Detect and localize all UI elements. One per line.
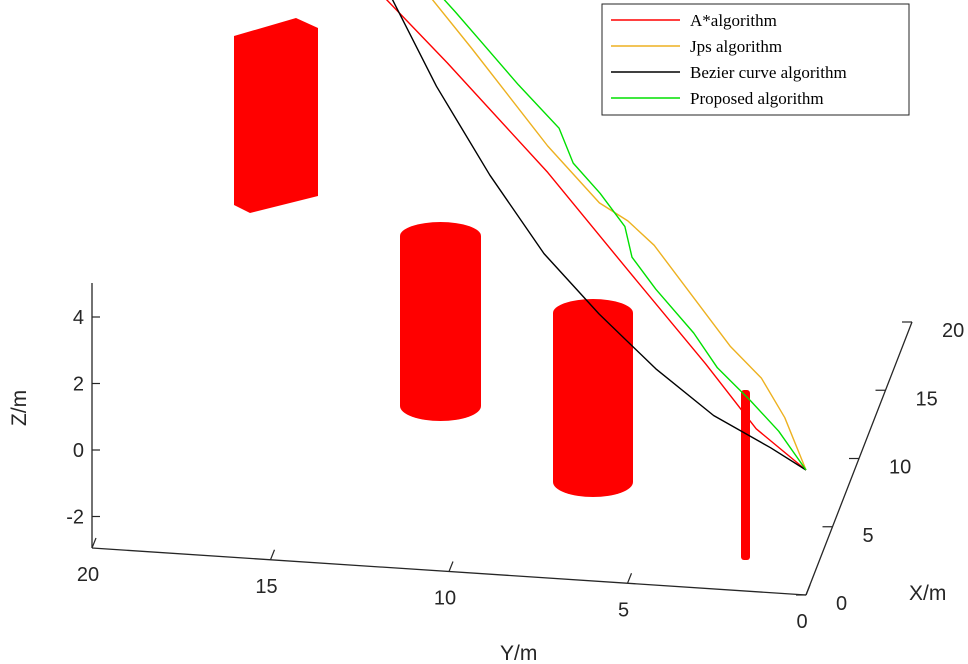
legend-box (601, 3, 910, 116)
legend: A*algorithm Jps algorithm Bezier curve alg… (601, 3, 910, 116)
axes (91, 283, 913, 596)
x-tick-label: 0 (836, 593, 847, 615)
obstacles (234, 18, 750, 560)
obstacle-box (234, 18, 318, 213)
y-tick-label: 15 (255, 576, 277, 598)
y-tick-mark (91, 537, 97, 549)
x-tick-label: 20 (942, 320, 964, 342)
series-line-3 (391, 0, 807, 471)
series-lines (385, 0, 807, 471)
legend-label-4: Proposed algorithm (690, 89, 824, 108)
legend-label-2: Jps algorithm (690, 37, 782, 56)
z-tick-label: 0 (73, 440, 84, 462)
y-tick-label: 5 (618, 599, 629, 621)
x-ticks: 0 5 10 15 20 (796, 320, 964, 615)
x-tick-label: 15 (916, 388, 938, 410)
z-axis-label: Z/m (8, 390, 31, 426)
legend-label-1: A*algorithm (690, 11, 777, 30)
series-line-4 (443, 0, 807, 471)
series-line-1 (385, 0, 807, 471)
x-tick-label: 10 (889, 457, 911, 479)
y-tick-label: 20 (77, 564, 99, 586)
y-tick-mark (805, 584, 811, 596)
obstacle-cylinder-1 (400, 222, 481, 421)
x-tick-label: 5 (863, 525, 874, 547)
z-tick-label: 2 (73, 374, 84, 396)
x-axis-label: X/m (909, 582, 946, 605)
z-ticks: 4 2 0 -2 (66, 307, 100, 529)
z-tick-label: -2 (66, 507, 84, 529)
y-tick-mark (626, 573, 633, 584)
y-axis-label: Y/m (500, 642, 537, 664)
y-tick-label: 0 (796, 611, 807, 633)
y-tick-mark (269, 549, 276, 560)
y-tick-label: 10 (434, 588, 456, 610)
y-tick-mark (448, 561, 454, 572)
obstacle-cylinder-2 (553, 299, 633, 497)
z-tick-label: 4 (73, 307, 84, 329)
y-ticks: 20 15 10 5 0 (77, 537, 811, 633)
legend-label-3: Bezier curve algorithm (690, 63, 847, 82)
